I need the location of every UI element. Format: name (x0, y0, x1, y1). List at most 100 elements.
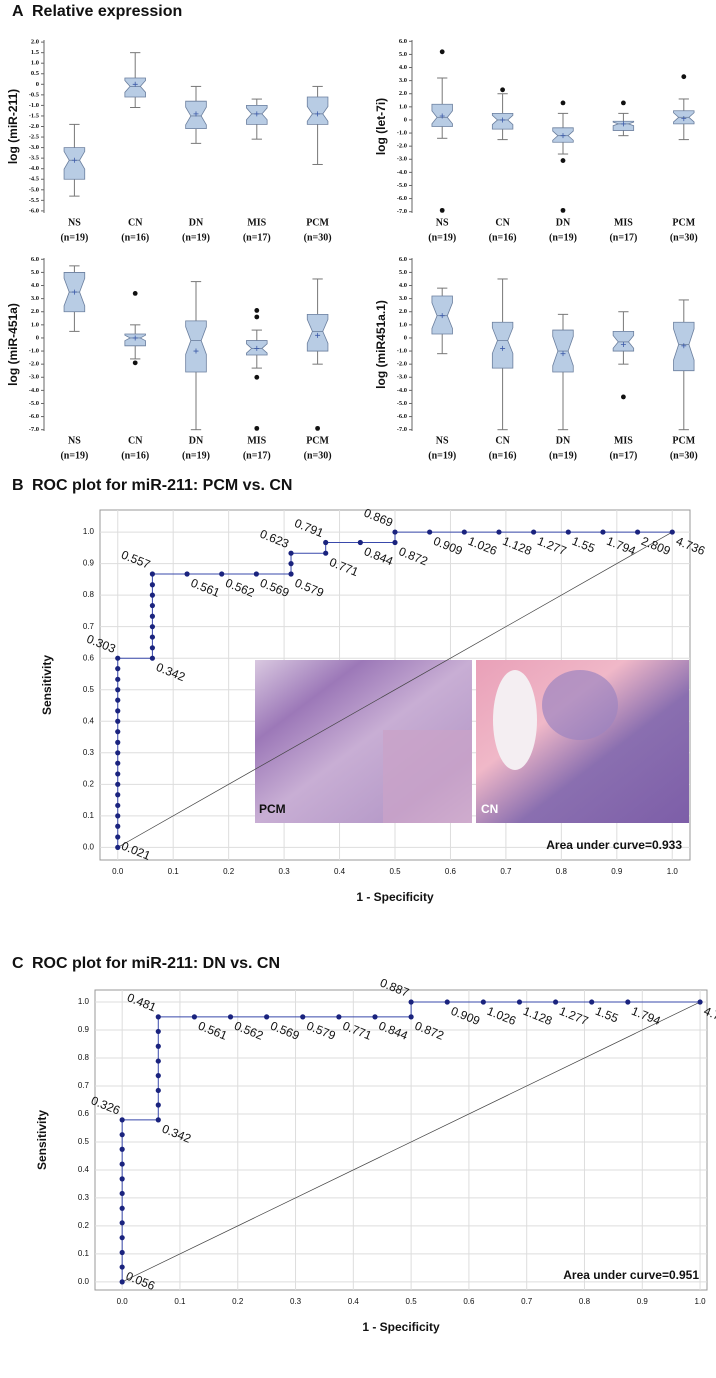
roc-point (119, 1205, 125, 1211)
x-tick-sublabel: (n=19) (549, 450, 577, 461)
roc-point (531, 529, 537, 535)
roc-point (191, 1014, 197, 1020)
x-tick-label: 1.0 (667, 867, 679, 876)
y-tick-label: 3.0 (399, 77, 407, 84)
x-tick-label: PCM (672, 435, 695, 446)
auc-label: Area under curve=0.933 (546, 838, 682, 852)
roc-point (149, 613, 156, 619)
mean-marker (439, 113, 445, 119)
roc-point (115, 718, 121, 724)
roc-point (427, 529, 433, 535)
roc-point (516, 999, 523, 1005)
y-tick-label: 0.5 (78, 1137, 90, 1146)
x-tick-label: CN (495, 435, 510, 446)
roc-point (288, 550, 294, 556)
roc-point (115, 813, 121, 819)
y-tick-label: -4.0 (397, 169, 407, 176)
roc-point (115, 739, 121, 745)
y-axis-label: log (miR451a.1) (374, 300, 388, 389)
y-tick-label: 0.9 (78, 1025, 90, 1034)
x-tick-sublabel: (n=30) (304, 450, 332, 461)
roc-point (149, 592, 156, 598)
y-tick-label: 5.0 (31, 269, 39, 276)
y-tick-label: -6.0 (397, 413, 407, 420)
auc-label: Area under curve=0.951 (563, 1268, 699, 1282)
y-tick-label: -5.5 (29, 197, 40, 204)
roc-point (697, 999, 703, 1005)
roc-point (669, 529, 675, 535)
y-tick-label: 1.0 (31, 60, 39, 67)
y-tick-label: -4.0 (29, 165, 39, 172)
y-tick-label: 3.0 (399, 295, 407, 302)
roc-point (227, 1014, 234, 1020)
roc-point (392, 539, 398, 546)
roc-point (115, 792, 121, 798)
roc-point (149, 645, 156, 651)
y-tick-label: 0.4 (83, 716, 95, 725)
y-tick-label: -5.0 (397, 400, 407, 407)
roc-point (634, 529, 641, 535)
x-tick-sublabel: (n=30) (670, 450, 698, 461)
mean-marker (500, 117, 506, 123)
roc-point (480, 999, 486, 1005)
outlier (254, 425, 260, 431)
x-tick-label: 0.3 (290, 1297, 302, 1306)
mean-marker (439, 313, 445, 319)
x-tick-label: NS (68, 217, 81, 228)
mean-marker (315, 332, 321, 338)
x-tick-label: DN (556, 435, 571, 446)
roc-point (155, 1043, 161, 1049)
outlier (254, 374, 260, 380)
y-tick-label: 0.1 (78, 1249, 90, 1258)
y-tick-label: -6.0 (29, 207, 39, 214)
y-tick-label: 6.0 (399, 256, 407, 263)
y-tick-label: -6.0 (397, 195, 407, 202)
y-tick-label: 0 (404, 116, 407, 123)
x-tick-label: 0.0 (112, 867, 124, 876)
x-tick-label: 0.0 (117, 1297, 129, 1306)
box (612, 330, 635, 352)
x-tick-label: 0.5 (389, 867, 401, 876)
inset-images: PCM CN (255, 660, 689, 823)
roc-point (155, 1028, 161, 1035)
roc-point (149, 634, 156, 640)
roc-point (461, 529, 467, 535)
mean-marker (71, 289, 77, 295)
outlier (132, 360, 138, 366)
x-tick-label: NS (68, 435, 81, 446)
outlier (439, 207, 445, 213)
roc-point (496, 529, 502, 535)
roc-point (115, 771, 121, 777)
x-tick-sublabel: (n=17) (243, 450, 271, 461)
outlier (560, 100, 566, 106)
x-tick-sublabel: (n=16) (489, 450, 517, 461)
roc-point (119, 1117, 125, 1123)
plot-frame (94, 989, 708, 1291)
y-tick-label: -3.0 (397, 374, 407, 381)
y-tick-label: -3.0 (29, 374, 39, 381)
x-tick-sublabel: (n=17) (609, 450, 637, 461)
outlier (254, 308, 260, 313)
y-tick-label: 0 (36, 334, 39, 341)
y-tick-label: -1.0 (397, 130, 407, 137)
x-tick-label: 0.7 (521, 1297, 533, 1306)
roc-point (184, 571, 190, 577)
y-tick-label: 1.0 (78, 997, 90, 1006)
x-tick-label: DN (189, 435, 204, 446)
y-tick-label: 2.0 (399, 308, 407, 315)
roc-point (408, 999, 414, 1005)
outlier (621, 394, 626, 400)
roc-point (119, 1146, 125, 1152)
roc-point (323, 539, 329, 546)
panel-title: Relative expression (32, 3, 182, 20)
reference-diagonal (122, 1001, 701, 1283)
roc-point (115, 697, 121, 703)
panel-letter: A (12, 3, 24, 20)
box (124, 77, 146, 98)
y-tick-label: 1.0 (399, 103, 407, 110)
roc-point (115, 729, 121, 735)
mean-marker (620, 342, 626, 347)
y-tick-label: 0.4 (78, 1165, 90, 1174)
y-tick-label: 6.0 (399, 38, 407, 45)
